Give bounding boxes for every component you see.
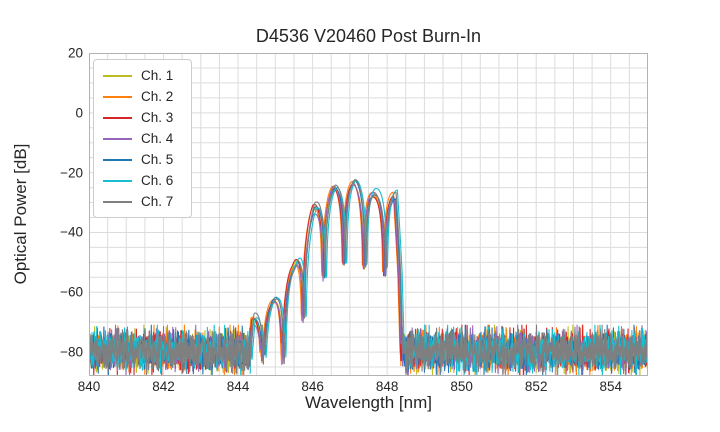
legend-label: Ch. 1 [141, 67, 174, 83]
legend-item: Ch. 1 [103, 65, 191, 86]
legend-label: Ch. 2 [141, 88, 174, 104]
legend-label: Ch. 6 [141, 172, 174, 188]
legend-line-swatch [103, 116, 132, 119]
series-line-ch-7 [89, 178, 648, 376]
plot-border [89, 53, 648, 376]
legend-line-swatch [103, 137, 132, 140]
legend-label: Ch. 3 [141, 109, 174, 125]
legend-item: Ch. 2 [103, 86, 191, 107]
legend-line-swatch [103, 200, 132, 203]
legend-item: Ch. 5 [103, 149, 191, 170]
y-tick-label: −60 [60, 284, 83, 300]
y-tick-label: −40 [60, 224, 83, 240]
y-tick-label: 20 [67, 45, 83, 61]
x-tick-label: 850 [450, 379, 473, 394]
legend-item: Ch. 4 [103, 128, 191, 149]
legend-label: Ch. 5 [141, 151, 174, 167]
x-tick-label: 848 [375, 379, 399, 394]
plot-area [89, 53, 648, 376]
grid [89, 53, 648, 376]
y-axis-label: Optical Power [dB] [11, 143, 30, 285]
x-tick-label: 852 [524, 379, 548, 394]
chart-title: D4536 V20460 Post Burn-In [255, 26, 482, 46]
legend-item: Ch. 3 [103, 107, 191, 128]
x-tick-label: 854 [599, 379, 622, 394]
legend-line-swatch [103, 74, 132, 77]
x-tick-label: 842 [152, 379, 175, 394]
legend: Ch. 1 Ch. 2 Ch. 3 Ch. 4 Ch. 5 Ch. 6 Ch. 7 [93, 59, 192, 218]
y-tick-label: −20 [60, 165, 83, 181]
x-tick-label: 846 [301, 379, 324, 394]
y-tick-label: 0 [75, 105, 83, 121]
legend-item: Ch. 7 [103, 191, 191, 212]
y-tick-label: −80 [60, 344, 83, 360]
legend-line-swatch [103, 95, 132, 98]
x-tick-label: 844 [226, 379, 250, 394]
legend-item: Ch. 6 [103, 170, 191, 191]
legend-label: Ch. 7 [141, 193, 174, 209]
legend-label: Ch. 4 [141, 130, 174, 146]
x-axis-label: Wavelength [nm] [305, 393, 432, 412]
x-tick-label: 840 [77, 379, 101, 394]
legend-line-swatch [103, 158, 132, 161]
legend-line-swatch [103, 179, 132, 182]
